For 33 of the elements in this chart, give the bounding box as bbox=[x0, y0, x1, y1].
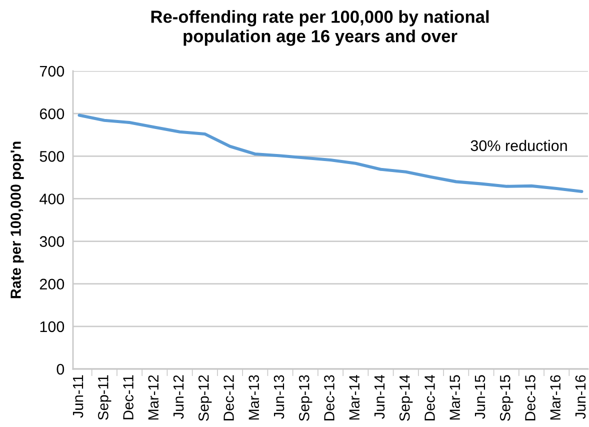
y-tick-label: 200 bbox=[40, 278, 64, 290]
x-tick-label: Sep-13 bbox=[298, 375, 312, 421]
x-tick-label: Jun-11 bbox=[73, 375, 84, 418]
x-tick-label: Dec-13 bbox=[324, 375, 334, 420]
x-tick-label: Sep-12 bbox=[198, 375, 212, 421]
y-tick-label: 400 bbox=[40, 194, 64, 204]
x-tick-label: Sep-11 bbox=[98, 375, 112, 420]
x-tick-label: Jun-15 bbox=[474, 375, 486, 419]
y-tick-label: 500 bbox=[40, 151, 64, 162]
x-tick-label: Dec-15 bbox=[525, 375, 536, 420]
x-tick-label: Dec-14 bbox=[424, 374, 435, 420]
x-tick-label: Jun-12 bbox=[173, 375, 184, 419]
x-tick-label: Jun-16 bbox=[575, 375, 586, 419]
x-tick-label: Mar-14 bbox=[349, 374, 360, 420]
x-tick-label: Mar-16 bbox=[550, 375, 561, 420]
y-tick-label: 300 bbox=[40, 236, 64, 247]
chart-title: Re-offending rate per 100,000 by national population age 16 years and over bbox=[151, 10, 489, 46]
x-tick-label: Dec-12 bbox=[224, 375, 234, 420]
x-tick-label: Jun-13 bbox=[274, 375, 284, 419]
y-tick-label: 100 bbox=[40, 321, 64, 332]
y-tick-label: 700 bbox=[40, 66, 64, 77]
y-axis-title: Rate per 100,000 pop'n bbox=[10, 142, 24, 298]
x-tick-label: Sep-14 bbox=[399, 374, 413, 421]
x-tick-label: Mar-12 bbox=[148, 375, 159, 420]
line-series bbox=[78, 114, 584, 194]
x-tick-label: Mar-13 bbox=[248, 375, 260, 420]
x-tick-label: Dec-11 bbox=[123, 375, 134, 420]
y-tick-label: 600 bbox=[40, 108, 64, 120]
y-tick-label: 0 bbox=[56, 364, 64, 375]
x-tick-label: Jun-14 bbox=[374, 374, 385, 419]
x-tick-label: Sep-15 bbox=[500, 375, 514, 421]
x-tick-label: Mar-15 bbox=[450, 375, 460, 420]
annotation: 30% reduction bbox=[470, 140, 567, 152]
